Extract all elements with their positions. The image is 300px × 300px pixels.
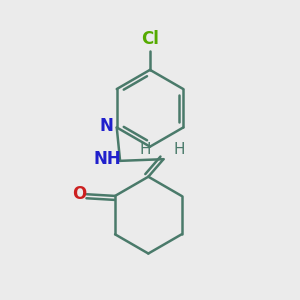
Text: Cl: Cl [141, 30, 159, 48]
Text: O: O [72, 184, 86, 202]
Text: H: H [140, 142, 151, 157]
Text: NH: NH [94, 150, 121, 168]
Text: N: N [99, 117, 113, 135]
Text: H: H [174, 142, 185, 157]
